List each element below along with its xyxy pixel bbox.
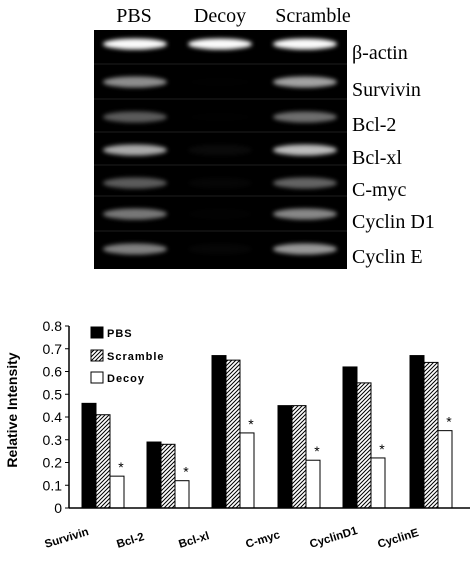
gel-row-label: Cyclin D1 bbox=[352, 211, 435, 233]
y-tick-label: 0.8 bbox=[43, 318, 63, 334]
bar-decoy-cyclind1 bbox=[370, 457, 386, 509]
x-tick-label: Bcl-xl bbox=[177, 530, 210, 551]
gel-band bbox=[188, 208, 252, 220]
y-axis-label: Relative Intensity bbox=[4, 352, 20, 467]
y-axis-ticks: 0 0.1 0.2 0.3 0.4 0.5 0.6 0.7 0.8 bbox=[43, 318, 69, 516]
gel-row-label: Bcl-2 bbox=[352, 114, 396, 136]
gel-row-label: Bcl-xl bbox=[352, 147, 402, 169]
gel-band bbox=[188, 38, 252, 50]
bar-decoy-bcl-2 bbox=[174, 480, 190, 509]
x-tick-label: C-myc bbox=[244, 529, 282, 551]
gel-band bbox=[188, 112, 252, 123]
y-tick-label: 0.5 bbox=[43, 386, 63, 402]
y-tick-label: 0.7 bbox=[43, 341, 63, 357]
bar-pbs-c-myc bbox=[277, 405, 293, 509]
significance-star: * bbox=[314, 443, 320, 459]
gel-band bbox=[103, 111, 167, 123]
gel-band bbox=[273, 144, 337, 156]
x-tick-label: Bcl-2 bbox=[115, 531, 145, 551]
gel-lane-labels: PBS Decoy Scramble bbox=[116, 5, 351, 27]
gel-band bbox=[103, 243, 167, 255]
gel-row-labels: β-actin Survivin Bcl-2 Bcl-xl C-myc Cyclin D1… bbox=[352, 42, 435, 268]
gel-band bbox=[188, 144, 252, 156]
gel-band bbox=[188, 77, 252, 88]
bar-decoy-cycline bbox=[437, 430, 453, 509]
y-tick-label: 0.2 bbox=[43, 455, 63, 471]
bar-decoy-survivin bbox=[109, 475, 125, 509]
y-tick-label: 0.6 bbox=[43, 364, 63, 380]
gel-lane-label-pbs: PBS bbox=[116, 5, 152, 27]
gel-row-label: β-actin bbox=[352, 42, 408, 64]
significance-markers: * * * * * * bbox=[118, 414, 452, 480]
y-tick-label: 0 bbox=[54, 500, 62, 516]
gel-band bbox=[273, 111, 337, 123]
bars bbox=[81, 355, 453, 509]
gel-row-label: C-myc bbox=[352, 179, 407, 201]
x-tick-label: CyclinD1 bbox=[308, 525, 359, 551]
significance-star: * bbox=[446, 414, 452, 430]
legend-swatch-decoy bbox=[90, 371, 104, 384]
gel-band bbox=[103, 177, 167, 189]
gel-row-label: Cyclin E bbox=[352, 246, 423, 268]
bar-chart: Relative Intensity 0 0.1 0.2 0.3 0.4 0.5 0.6 0.… bbox=[4, 318, 470, 551]
gel-lane-label-scramble: Scramble bbox=[275, 5, 351, 27]
bar-pbs-cyclind1 bbox=[342, 366, 358, 509]
significance-star: * bbox=[118, 459, 124, 475]
legend: PBS Scramble Decoy bbox=[90, 326, 165, 385]
legend-label-scramble: Scramble bbox=[107, 351, 165, 363]
legend-swatch-scramble bbox=[90, 349, 104, 362]
gel-band bbox=[273, 243, 337, 255]
bar-pbs-cycline bbox=[409, 355, 425, 509]
significance-star: * bbox=[248, 416, 254, 432]
gel-band bbox=[273, 76, 337, 88]
x-tick-label: CyclinE bbox=[376, 527, 420, 551]
gel-band bbox=[103, 76, 167, 88]
axes bbox=[68, 326, 470, 509]
legend-label-decoy: Decoy bbox=[107, 373, 145, 385]
legend-label-pbs: PBS bbox=[107, 328, 133, 340]
gel-band bbox=[103, 38, 167, 50]
bar-scramble-cyclind1 bbox=[356, 382, 372, 509]
legend-swatch-pbs bbox=[90, 326, 104, 339]
significance-star: * bbox=[379, 441, 385, 457]
bar-decoy-c-myc bbox=[305, 459, 321, 509]
bar-scramble-bcl-xl bbox=[225, 359, 241, 509]
bar-pbs-survivin bbox=[81, 402, 97, 509]
gel-band bbox=[273, 177, 337, 189]
significance-star: * bbox=[183, 464, 189, 480]
y-tick-label: 0.1 bbox=[43, 477, 63, 493]
x-tick-label: Survivin bbox=[43, 526, 90, 551]
bar-pbs-bcl-2 bbox=[146, 441, 162, 509]
gel-band bbox=[273, 38, 337, 50]
x-axis-tick-labels: Survivin Bcl-2 Bcl-xl C-myc CyclinD1 CyclinE bbox=[43, 525, 420, 551]
bar-scramble-c-myc bbox=[291, 405, 307, 509]
bar-scramble-survivin bbox=[95, 414, 111, 509]
gel-row-label: Survivin bbox=[352, 79, 421, 101]
gel-panel: PBS Decoy Scramble β-actin Survivin Bcl-2 Bcl… bbox=[94, 5, 435, 269]
y-tick-label: 0.4 bbox=[43, 409, 63, 425]
gel-band bbox=[273, 208, 337, 220]
bar-pbs-bcl-xl bbox=[211, 355, 227, 509]
gel-band bbox=[103, 144, 167, 156]
gel-lane-label-decoy: Decoy bbox=[194, 5, 246, 27]
y-tick-label: 0.3 bbox=[43, 432, 63, 448]
gel-band bbox=[188, 177, 252, 189]
gel-bands bbox=[94, 38, 347, 255]
gel-band bbox=[188, 243, 252, 255]
gel-band bbox=[103, 208, 167, 220]
bar-scramble-cycline bbox=[423, 361, 439, 509]
bar-scramble-bcl-2 bbox=[160, 443, 176, 509]
bar-decoy-bcl-xl bbox=[239, 432, 255, 509]
